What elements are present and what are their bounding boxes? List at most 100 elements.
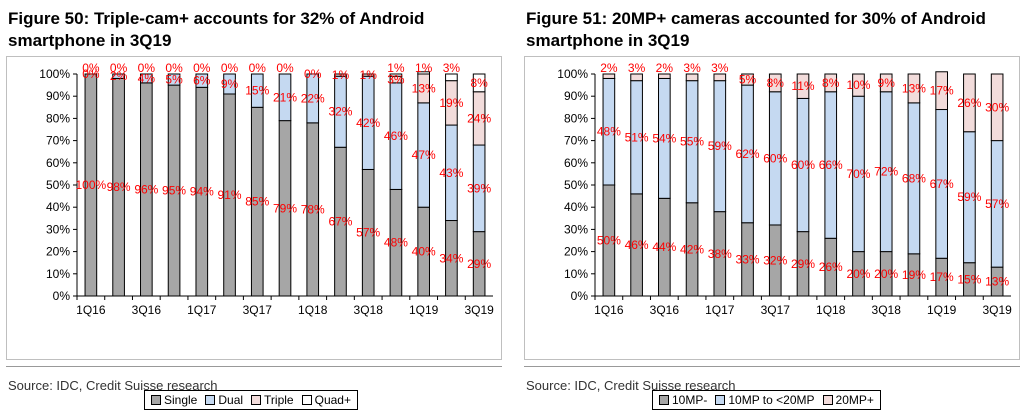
y-tick-label: 0% xyxy=(53,289,71,303)
data-label: 42% xyxy=(356,116,380,130)
bar-segment-20mp- xyxy=(685,73,699,82)
data-label: 46% xyxy=(625,238,649,252)
data-label: 29% xyxy=(791,257,815,271)
data-label: 1% xyxy=(360,68,378,82)
legend-label: Dual xyxy=(218,393,244,407)
data-label: 2% xyxy=(110,69,128,83)
y-tick-label: 70% xyxy=(564,134,588,148)
bar-segment-20mp- xyxy=(768,73,782,93)
y-tick-label: 40% xyxy=(46,200,70,214)
bar-segment-triple xyxy=(334,73,347,77)
figure-50-chart: 0% 10% 20% 30% 40% 50% 60% 70% 80% 90% 100% 1Q16 3Q1… xyxy=(39,61,494,317)
data-label: 21% xyxy=(273,90,297,104)
x-tick-label: 3Q19 xyxy=(464,303,494,317)
bar-segment-20mp- xyxy=(990,73,1004,142)
data-label: 13% xyxy=(985,275,1009,289)
data-label: 70% xyxy=(846,167,870,181)
bar-segment-20mp- xyxy=(935,71,948,111)
data-label: 2% xyxy=(600,61,618,75)
y-tick-label: 10% xyxy=(564,267,588,281)
data-label: 9% xyxy=(878,76,896,90)
y-tick-label: 30% xyxy=(46,222,70,236)
bar-segment-20mp- xyxy=(824,73,838,93)
bar-segment-triple xyxy=(361,73,375,77)
y-tick-label: 50% xyxy=(564,178,588,192)
data-label: 32% xyxy=(328,105,352,119)
data-label: 85% xyxy=(245,195,269,209)
data-label: 22% xyxy=(301,91,325,105)
x-tick-label: 1Q17 xyxy=(187,303,217,317)
x-tick-label: 1Q19 xyxy=(409,303,439,317)
data-label: 72% xyxy=(874,165,898,179)
data-label: 11% xyxy=(791,79,814,93)
bar-segment-dual xyxy=(195,73,209,88)
data-label: 6% xyxy=(193,74,211,88)
data-label: 62% xyxy=(736,147,760,161)
data-label: 8% xyxy=(470,76,488,90)
bar-segment-dual xyxy=(306,73,320,124)
bar-segment-20mp- xyxy=(658,73,671,79)
data-label: 3% xyxy=(628,61,646,75)
x-tick-label: 1Q18 xyxy=(816,303,846,317)
y-tick-label: 20% xyxy=(46,245,70,259)
data-label: 67% xyxy=(328,215,352,229)
data-label: 0% xyxy=(221,61,239,75)
figure-50-panel: Figure 50: Triple-cam+ accounts for 32% … xyxy=(6,0,502,410)
data-label: 13% xyxy=(412,81,436,95)
data-label: 3% xyxy=(387,73,405,87)
data-label: 33% xyxy=(736,252,760,266)
y-tick-label: 70% xyxy=(46,134,70,148)
x-tick-label: 3Q17 xyxy=(243,303,273,317)
bar-segment-dual xyxy=(140,73,153,84)
y-tick-label: 80% xyxy=(46,111,70,125)
data-label: 0% xyxy=(249,61,267,75)
bar-segment-20mp- xyxy=(852,73,865,97)
legend-item: 10MP- xyxy=(659,393,707,407)
data-label: 32% xyxy=(763,253,787,267)
data-label: 1% xyxy=(415,61,433,75)
bar-segment-dual xyxy=(250,73,264,108)
bar-segment-quad- xyxy=(389,73,403,77)
data-label: 0% xyxy=(193,61,211,75)
bar-segment-dual xyxy=(223,73,236,95)
data-label: 44% xyxy=(652,240,676,254)
data-label: 47% xyxy=(412,148,436,162)
data-label: 19% xyxy=(902,268,926,282)
x-tick-label: 1Q19 xyxy=(927,303,957,317)
data-label: 3% xyxy=(683,61,701,75)
legend-item: 10MP to <20MP xyxy=(715,393,815,407)
bar-segment-dual xyxy=(278,73,292,122)
bar-segment-single xyxy=(84,73,98,297)
bar-segment-quad- xyxy=(445,73,458,82)
x-tick-label: 3Q16 xyxy=(132,303,162,317)
data-label: 95% xyxy=(162,184,186,198)
y-tick-label: 50% xyxy=(46,178,70,192)
y-tick-label: 10% xyxy=(46,267,70,281)
legend-label: 10MP to <20MP xyxy=(728,393,815,407)
x-tick-label: 3Q18 xyxy=(872,303,902,317)
y-tick-label: 60% xyxy=(46,156,70,170)
data-label: 60% xyxy=(791,158,815,172)
data-label: 15% xyxy=(245,84,269,98)
legend-item: Quad+ xyxy=(301,393,351,407)
data-label: 54% xyxy=(652,131,676,145)
data-label: 59% xyxy=(708,139,732,153)
data-label: 1% xyxy=(332,68,350,82)
data-label: 79% xyxy=(273,201,297,215)
data-label: 50% xyxy=(597,234,621,248)
legend-label: Single xyxy=(164,393,198,407)
figure-51-chart: 0% 10% 20% 30% 40% 50% 60% 70% 80% 90% 100% 1Q16 3Q1… xyxy=(557,61,1012,317)
bar-segment-20mp- xyxy=(796,73,810,99)
figure-50-source: Source: IDC, Credit Suisse research xyxy=(8,378,218,393)
y-tick-label: 0% xyxy=(571,289,589,303)
data-label: 19% xyxy=(439,96,463,110)
x-tick-label: 1Q17 xyxy=(705,303,735,317)
data-label: 20% xyxy=(874,267,898,281)
figure-50-legend: Single Dual Triple Quad+ xyxy=(144,390,358,410)
data-label: 17% xyxy=(930,270,954,284)
figure-51-legend: 10MP- 10MP to <20MP 20MP+ xyxy=(652,390,881,410)
figure-51-divider xyxy=(524,366,1020,367)
data-label: 3% xyxy=(711,61,729,75)
data-label: 5% xyxy=(739,73,757,87)
data-label: 26% xyxy=(819,260,843,274)
